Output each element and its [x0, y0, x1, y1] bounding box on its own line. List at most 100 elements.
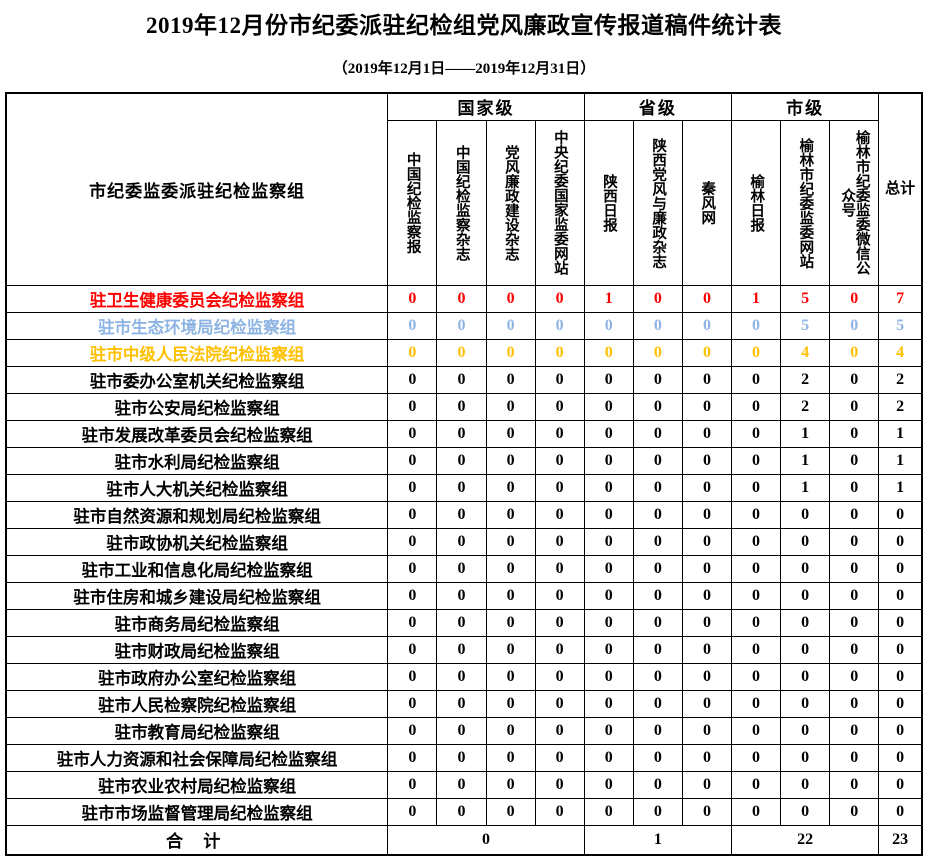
row-label: 驻市生态环境局纪检监察组: [5, 311, 389, 340]
data-cell: 0: [829, 419, 880, 448]
data-cell: 0: [829, 365, 880, 394]
row-label: 驻市政协机关纪检监察组: [5, 527, 389, 556]
column-header-10: 榆林市纪委监委微信公众号: [829, 119, 880, 286]
data-cell: 0: [829, 662, 880, 691]
row-total-cell: 0: [878, 689, 923, 718]
data-cell: 0: [436, 743, 487, 772]
column-header-total-label: 总计: [885, 180, 916, 197]
data-cell: 0: [387, 500, 438, 529]
row-label: 驻市教育局纪检监察组: [5, 716, 389, 745]
data-cell: 0: [485, 716, 536, 745]
data-cell: 0: [485, 500, 536, 529]
data-cell: 0: [829, 770, 880, 799]
table-row: 驻市市场监督管理局纪检监察组 0 0 0 0 0 0 0 0 0 0 0: [5, 797, 923, 826]
row-total-cell: 0: [878, 608, 923, 637]
data-cell: 0: [730, 500, 782, 529]
data-cell: 0: [632, 689, 683, 718]
row-label: 驻市工业和信息化局纪检监察组: [5, 554, 389, 583]
table-row: 驻市农业农村局纪检监察组 0 0 0 0 0 0 0 0 0 0 0: [5, 770, 923, 799]
data-cell: 0: [436, 446, 487, 475]
stub-header: 市纪委监委派驻纪检监察组: [5, 92, 389, 286]
data-cell: 0: [534, 608, 585, 637]
data-cell: 1: [780, 473, 831, 502]
data-cell: 5: [780, 311, 831, 340]
data-cell: 0: [681, 581, 732, 610]
data-cell: 0: [632, 554, 683, 583]
row-total-cell: 0: [878, 716, 923, 745]
data-cell: 0: [829, 581, 880, 610]
row-total-cell: 0: [878, 581, 923, 610]
row-total-cell: 4: [878, 338, 923, 367]
data-cell: 0: [485, 581, 536, 610]
row-total-cell: 1: [878, 446, 923, 475]
data-cell: 0: [485, 419, 536, 448]
statistics-table: 市纪委监委派驻纪检监察组 国家级 省级 市级 总计 中国纪检监察报 中国纪检监察杂…: [5, 91, 923, 856]
data-cell: 0: [780, 716, 831, 745]
footer-total-provincial: 1: [583, 824, 732, 856]
data-cell: 0: [829, 716, 880, 745]
table-row: 驻市住房和城乡建设局纪检监察组 0 0 0 0 0 0 0 0 0 0 0: [5, 581, 923, 610]
data-cell: 0: [730, 662, 782, 691]
data-cell: 0: [780, 500, 831, 529]
data-cell: 0: [632, 392, 683, 421]
table-row: 驻市自然资源和规划局纪检监察组 0 0 0 0 0 0 0 0 0 0 0: [5, 500, 923, 529]
row-total-cell: 0: [878, 527, 923, 556]
column-header-3: 党风廉政建设杂志: [485, 119, 536, 286]
data-cell: 0: [387, 689, 438, 718]
row-label: 驻市人民检察院纪检监察组: [5, 689, 389, 718]
table-row: 驻市工业和信息化局纪检监察组 0 0 0 0 0 0 0 0 0 0 0: [5, 554, 923, 583]
data-cell: 0: [780, 770, 831, 799]
data-cell: 0: [387, 716, 438, 745]
data-cell: 0: [780, 689, 831, 718]
data-cell: 0: [829, 689, 880, 718]
data-cell: 0: [436, 662, 487, 691]
data-cell: 0: [681, 392, 732, 421]
column-header-7: 秦风网: [681, 119, 732, 286]
data-cell: 0: [632, 311, 683, 340]
data-cell: 1: [780, 446, 831, 475]
data-cell: 0: [583, 635, 634, 664]
footer-row: 合 计 0 1 22 23: [5, 824, 923, 856]
data-cell: 0: [829, 500, 880, 529]
data-cell: 0: [583, 365, 634, 394]
data-cell: 0: [780, 554, 831, 583]
table-row: 驻市人民检察院纪检监察组 0 0 0 0 0 0 0 0 0 0 0: [5, 689, 923, 718]
column-header-label: 党风廉政建设杂志: [502, 144, 519, 261]
data-cell: 0: [534, 446, 585, 475]
data-cell: 0: [829, 392, 880, 421]
data-cell: 0: [485, 770, 536, 799]
data-cell: 0: [681, 689, 732, 718]
column-group-provincial: 省级: [583, 92, 732, 121]
row-label: 驻市人大机关纪检监察组: [5, 473, 389, 502]
data-cell: 0: [436, 716, 487, 745]
data-cell: 0: [387, 527, 438, 556]
data-cell: 0: [485, 527, 536, 556]
data-cell: 0: [730, 608, 782, 637]
data-cell: 0: [583, 716, 634, 745]
data-cell: 0: [387, 608, 438, 637]
data-cell: 0: [485, 608, 536, 637]
data-cell: 0: [436, 554, 487, 583]
data-cell: 0: [436, 797, 487, 826]
row-label: 驻市发展改革委员会纪检监察组: [5, 419, 389, 448]
table-row: 驻市财政局纪检监察组 0 0 0 0 0 0 0 0 0 0 0: [5, 635, 923, 664]
data-cell: 0: [436, 689, 487, 718]
row-label: 驻市公安局纪检监察组: [5, 392, 389, 421]
data-cell: 0: [730, 581, 782, 610]
data-cell: 0: [632, 716, 683, 745]
data-cell: 0: [485, 284, 536, 313]
column-header-label: 秦风网: [699, 181, 716, 225]
data-cell: 5: [780, 284, 831, 313]
data-cell: 0: [730, 635, 782, 664]
data-cell: 0: [829, 608, 880, 637]
row-label: 驻市财政局纪检监察组: [5, 635, 389, 664]
column-header-label: 中国纪检监察杂志: [453, 144, 470, 261]
data-cell: 0: [583, 311, 634, 340]
footer-total-national: 0: [387, 824, 585, 856]
data-cell: 0: [681, 635, 732, 664]
data-cell: 0: [436, 527, 487, 556]
data-cell: 0: [387, 311, 438, 340]
data-cell: 0: [829, 473, 880, 502]
page-title: 2019年12月份市纪委派驻纪检组党风廉政宣传报道稿件统计表: [146, 13, 782, 38]
row-label: 驻市农业农村局纪检监察组: [5, 770, 389, 799]
